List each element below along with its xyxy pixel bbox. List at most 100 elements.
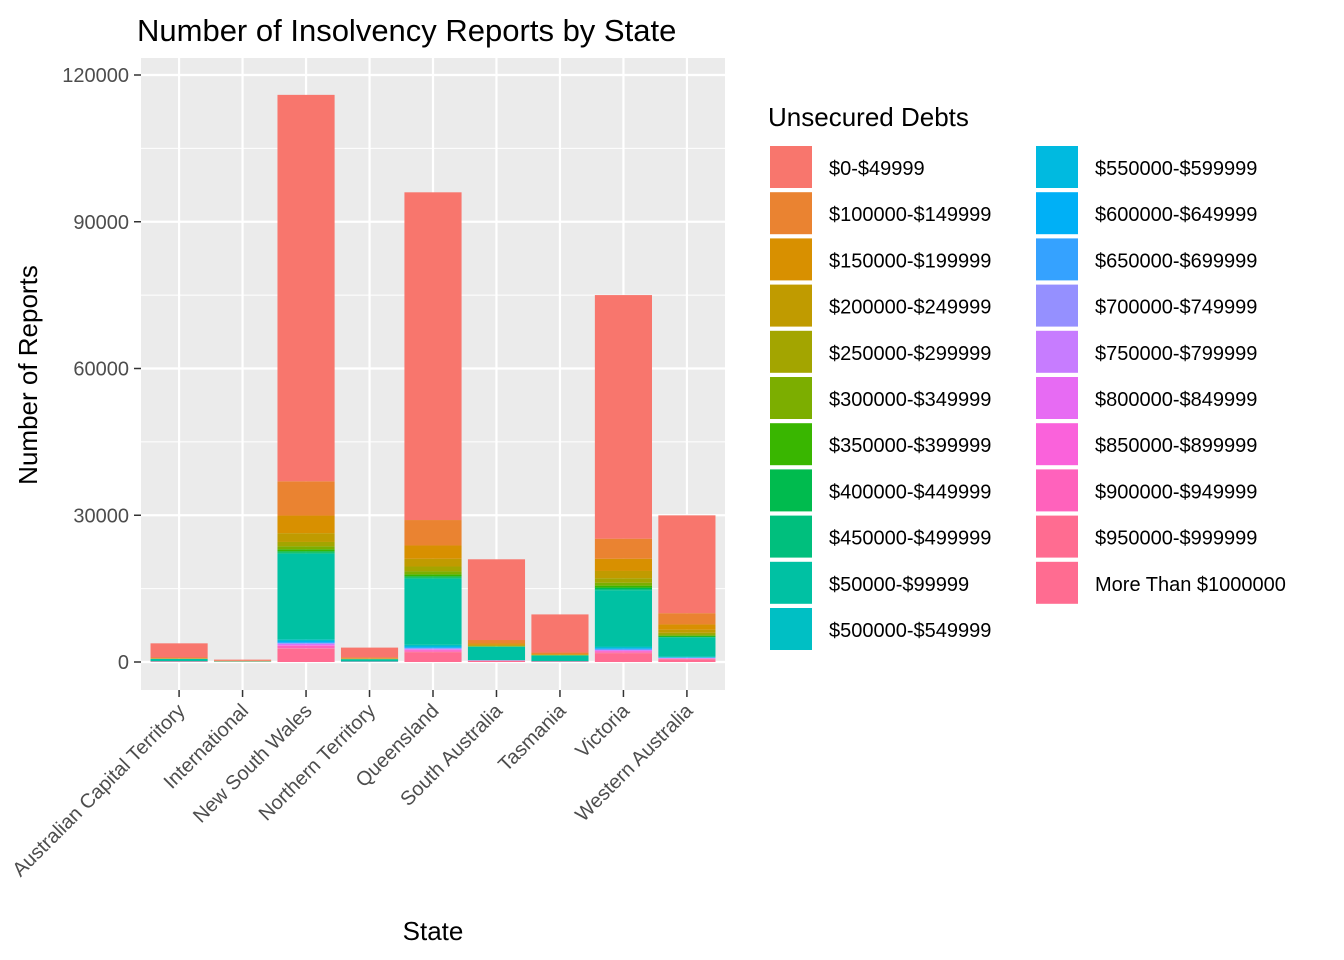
bar-segment: [404, 192, 462, 521]
legend-key: [1036, 146, 1078, 188]
bar-segment: [658, 635, 716, 637]
legend-label: $300000-$349999: [829, 389, 991, 411]
legend-key: [770, 515, 812, 558]
bar-segment: [658, 613, 716, 625]
bar-segment: [277, 541, 335, 547]
bar-segment: [277, 639, 335, 641]
y-tick-label: 0: [118, 652, 129, 674]
bar-segment: [594, 587, 652, 590]
bar-segment: [404, 558, 462, 567]
bar-segment: [594, 585, 652, 588]
legend: Unsecured Debts $0-$49999 $100000-$149999…: [768, 102, 1286, 650]
x-tick-label: Australian Capital Territory: [8, 700, 189, 881]
bar-segment: [214, 659, 272, 661]
bar-segment: [277, 644, 335, 646]
y-axis-title: Number of Reports: [13, 265, 43, 485]
legend-key: [1036, 377, 1078, 419]
bar-segment: [340, 647, 399, 658]
bar-segment: [531, 655, 589, 662]
bar-segment: [594, 590, 652, 647]
legend-label: More Than $1000000: [1095, 574, 1286, 596]
bar-segment: [594, 295, 652, 539]
bar-segment: [594, 570, 652, 579]
legend-key: [1036, 423, 1078, 466]
legend-key: [770, 423, 812, 466]
legend-label: $850000-$899999: [1095, 435, 1257, 457]
legend-label: $600000-$649999: [1095, 204, 1257, 226]
y-axis: 0 30000 60000 90000 120000: [62, 65, 141, 674]
bar-segment: [277, 515, 335, 534]
y-tick-label: 30000: [73, 505, 129, 527]
legend-label: $400000-$449999: [829, 481, 991, 503]
legend-key: [1036, 469, 1078, 512]
bar-segment: [404, 578, 462, 645]
bar-segment: [277, 533, 335, 542]
bar-segment: [277, 553, 335, 640]
bar-segment: [150, 657, 208, 659]
legend-key: [1036, 284, 1078, 327]
bar-segment: [467, 640, 526, 644]
bar-segment: [658, 636, 716, 638]
x-tick-label: Western Australia: [571, 699, 698, 826]
bar-segment: [658, 659, 716, 662]
y-tick-label: 120000: [62, 65, 129, 87]
legend-key: [770, 469, 812, 512]
bar-segment: [277, 641, 335, 643]
legend-key: [1036, 515, 1078, 558]
legend-key: [770, 238, 812, 281]
bar-segment: [594, 647, 652, 649]
legend-key: [770, 377, 812, 419]
x-tick-label: New South Wales: [189, 700, 316, 827]
legend-label: $0-$49999: [829, 158, 925, 180]
bar-segment: [340, 657, 399, 659]
bar-segment: [404, 648, 462, 649]
bar-segment: [467, 646, 526, 661]
x-axis-title: State: [403, 916, 464, 946]
bar-segment: [277, 551, 335, 553]
bar-segment: [277, 645, 335, 649]
bar-segment: [594, 558, 652, 571]
legend-key: [770, 608, 812, 650]
bar-segment: [277, 642, 335, 644]
legend-title: Unsecured Debts: [768, 102, 969, 132]
bar-segment: [594, 653, 652, 662]
legend-label: $50000-$99999: [829, 574, 969, 596]
bar-segment: [277, 481, 335, 516]
legend-label: $450000-$499999: [829, 528, 991, 550]
legend-label: $900000-$949999: [1095, 481, 1257, 503]
bar-segment: [404, 647, 462, 649]
legend-key: [770, 330, 812, 373]
bar-segment: [594, 648, 652, 650]
chart-title: Number of Insolvency Reports by State: [137, 13, 676, 48]
legend-label: $350000-$399999: [829, 435, 991, 457]
bar-segment: [277, 648, 335, 662]
bar-segment: [658, 632, 716, 635]
legend-key: [1036, 561, 1078, 604]
bar-segment: [658, 515, 716, 614]
bar-segment: [594, 651, 652, 653]
bar-segment: [594, 578, 652, 583]
bar-segment: [404, 652, 462, 662]
bar-segment: [404, 577, 462, 579]
legend-label: $750000-$799999: [1095, 343, 1257, 365]
bar-segment: [404, 650, 462, 652]
legend-key: [770, 284, 812, 327]
bar-segment: [531, 654, 589, 655]
bar-segment: [404, 646, 462, 647]
bar-segment: [658, 624, 716, 630]
x-tick-label: Tasmania: [494, 699, 571, 776]
legend-key: [1036, 192, 1078, 235]
bar-segment: [658, 637, 716, 657]
legend-label: $250000-$299999: [829, 343, 991, 365]
bar-segment: [467, 644, 526, 646]
legend-label: $950000-$999999: [1095, 528, 1257, 550]
bar-segment: [404, 576, 462, 578]
bar-segment: [277, 546, 335, 550]
bar-segment: [277, 645, 335, 646]
y-tick-label: 90000: [73, 212, 129, 234]
bar-segment: [277, 640, 335, 642]
bar-segment: [404, 571, 462, 575]
bar-segment: [404, 545, 462, 559]
bar-segment: [594, 538, 652, 559]
